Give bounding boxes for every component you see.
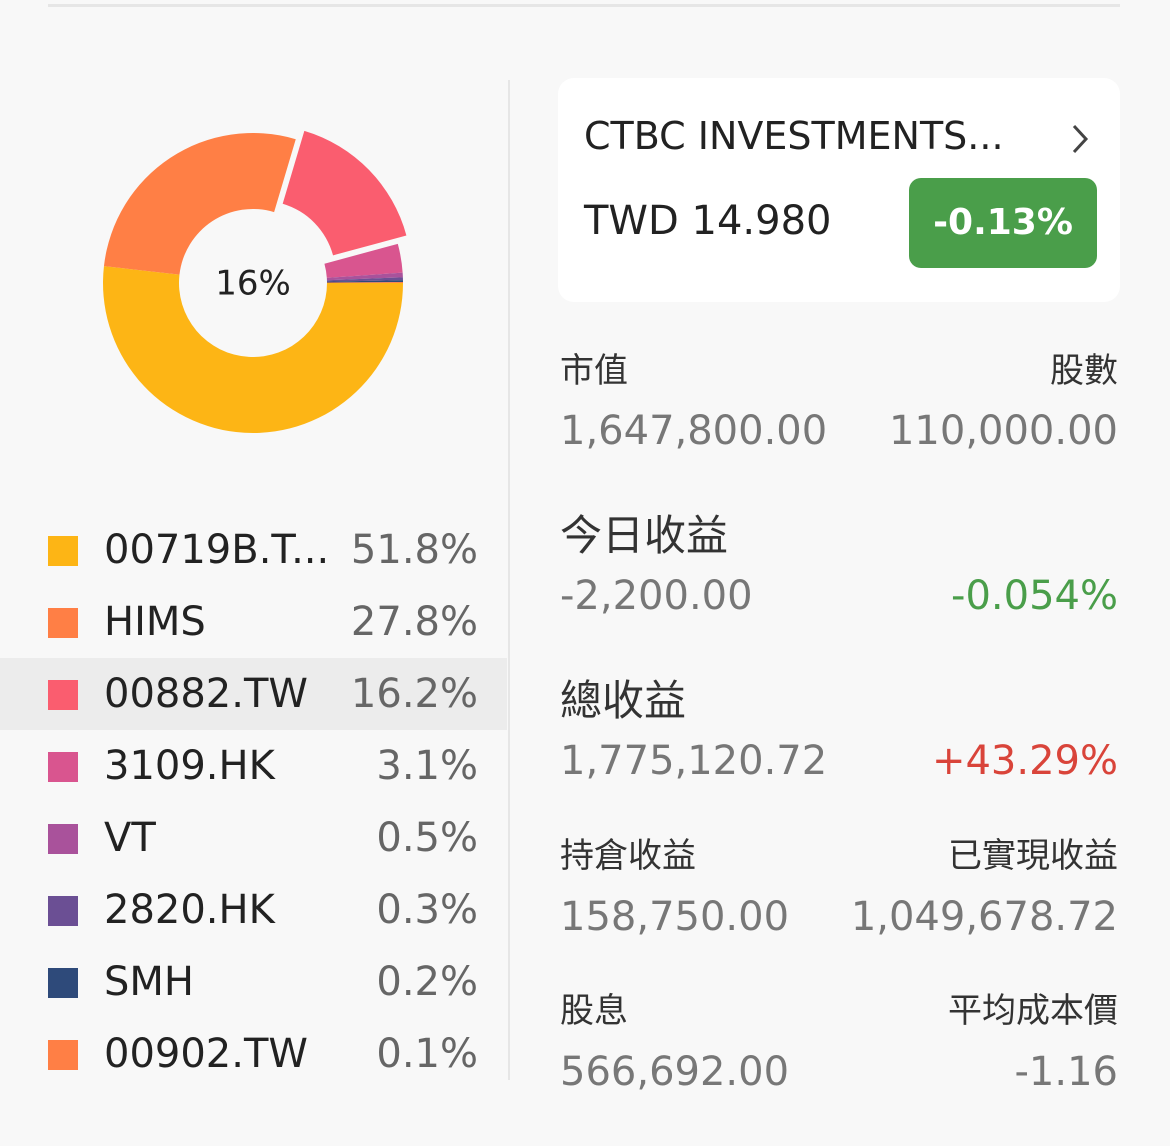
legend-value: 0.3% [376, 887, 478, 933]
stat-label: 已實現收益 [948, 836, 1118, 876]
stat-label: 股數 [1050, 351, 1118, 391]
quote-card[interactable]: CTBC INVESTMENTS... TWD 14.980 -0.13% [558, 78, 1120, 302]
highlight-row [0, 658, 507, 730]
stat-value: -2,200.00 [560, 573, 753, 619]
stat-value: 566,692.00 [560, 1049, 790, 1095]
stat-label: 市值 [560, 351, 628, 391]
legend-value: 3.1% [376, 743, 478, 789]
legend-swatch [48, 1040, 78, 1070]
pie-slice [324, 243, 403, 278]
center-label: 16% [215, 264, 291, 304]
legend-label: HIMS [104, 599, 206, 645]
legend-swatch [48, 536, 78, 566]
legend-label: 00719B.T... [104, 527, 330, 573]
stat-label: 今日收益 [560, 511, 729, 560]
legend-label: SMH [104, 959, 194, 1005]
legend-label: 00882.TW [104, 671, 308, 717]
donut-chart: 16% [103, 130, 407, 434]
legend-swatch [48, 896, 78, 926]
quote-name: CTBC INVESTMENTS... [584, 114, 1004, 158]
legend-swatch [48, 968, 78, 998]
stat-value: 158,750.00 [560, 894, 790, 940]
legend-value: 16.2% [350, 671, 478, 717]
pie-slice [103, 266, 404, 434]
legend-value: 0.2% [376, 959, 478, 1005]
stat-value: -0.054% [951, 573, 1118, 619]
pie-slice [282, 130, 407, 256]
legend-value: 0.1% [376, 1031, 478, 1077]
stat-label: 總收益 [560, 676, 687, 725]
stat-value: 1,775,120.72 [560, 738, 828, 784]
stat-value: 1,647,800.00 [560, 408, 828, 454]
legend-label: 00902.TW [104, 1031, 308, 1077]
stat-label: 平均成本價 [948, 991, 1118, 1031]
stat-value: 1,049,678.72 [850, 894, 1118, 940]
chevron [1072, 124, 1089, 154]
pie-slice [326, 272, 403, 281]
legend-value: 0.5% [376, 815, 478, 861]
stat-value: -1.16 [1014, 1049, 1119, 1095]
legend-value: 51.8% [350, 527, 478, 573]
legend-swatch [48, 680, 78, 710]
pie-slice [103, 133, 296, 275]
legend-swatch [48, 608, 78, 638]
change-badge: -0.13% [909, 178, 1097, 268]
legend-value: 27.8% [350, 599, 478, 645]
top-divider [48, 4, 1120, 7]
quote-price: TWD 14.980 [584, 198, 832, 244]
stat-label: 持倉收益 [560, 836, 696, 876]
legend-label: VT [104, 815, 156, 861]
stat-label: 股息 [560, 991, 628, 1031]
legend-label: 2820.HK [104, 887, 275, 933]
legend-swatch [48, 752, 78, 782]
pie-slice [326, 280, 403, 283]
legend-swatch [48, 824, 78, 854]
pie-slice [326, 277, 403, 282]
stat-value: +43.29% [931, 738, 1118, 784]
legend-label: 3109.HK [104, 743, 275, 789]
vertical-divider [508, 80, 510, 1080]
pie-slice [326, 282, 403, 283]
stat-value: 110,000.00 [888, 408, 1118, 454]
